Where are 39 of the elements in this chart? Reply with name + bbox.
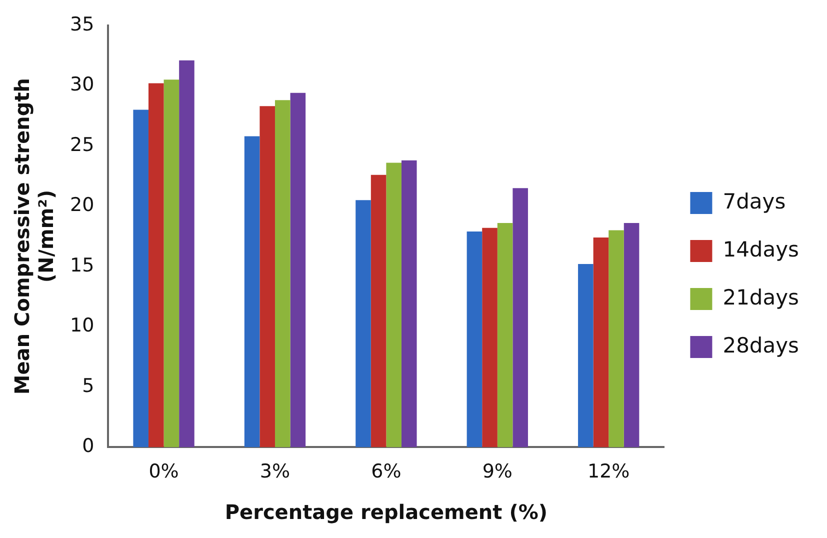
x-tick-label: 6%	[371, 460, 402, 483]
y-tick-label: 10	[70, 314, 94, 337]
bar	[482, 228, 498, 448]
legend-label: 21days	[722, 285, 800, 310]
y-tick-label: 20	[70, 194, 94, 216]
bar	[608, 230, 624, 448]
bar	[356, 200, 371, 448]
bar	[593, 238, 609, 448]
y-tick-label: 30	[70, 74, 94, 96]
y-tick-label: 35	[70, 13, 94, 36]
y-axis-title: Mean Compressive strength (N/mm²)	[10, 78, 58, 395]
y-tick-label: 15	[70, 254, 94, 276]
x-tick-label: 3%	[260, 460, 290, 483]
bar	[244, 136, 260, 448]
bar	[290, 92, 306, 448]
bar	[578, 264, 594, 448]
bar	[386, 162, 402, 448]
legend-label: 28days	[722, 333, 800, 358]
bar	[179, 60, 194, 448]
x-axis-title: Percentage replacement (%)	[224, 500, 548, 524]
bar	[133, 110, 148, 448]
bar	[370, 174, 386, 448]
bar	[148, 83, 164, 448]
bar	[274, 100, 290, 448]
bar	[497, 223, 513, 448]
x-tick-label: 12%	[587, 460, 630, 483]
bar	[624, 223, 640, 448]
x-tick-label: 9%	[482, 460, 512, 483]
legend-label: 14days	[722, 237, 800, 262]
bar	[401, 160, 417, 448]
bar	[164, 80, 180, 448]
y-tick-label: 25	[70, 134, 94, 156]
bar	[466, 231, 482, 448]
bar	[260, 106, 275, 448]
legend-label: 7days	[722, 189, 786, 214]
bar	[512, 188, 528, 448]
y-tick-label: 5	[82, 374, 94, 397]
y-tick-label: 0	[82, 435, 94, 458]
x-tick-label: 0%	[148, 460, 179, 483]
